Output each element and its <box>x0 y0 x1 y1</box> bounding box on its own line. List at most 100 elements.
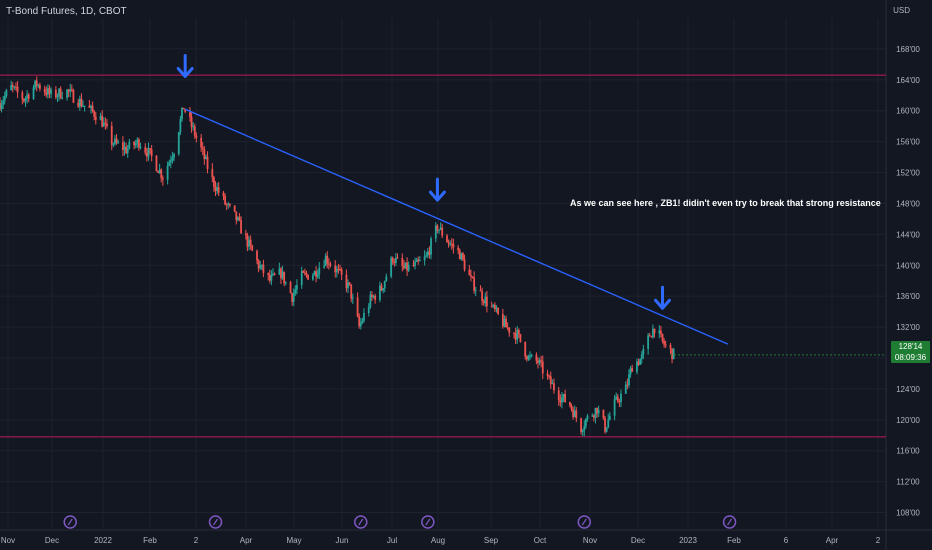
candle-body <box>43 88 46 93</box>
candle-body <box>54 89 57 98</box>
candle-body <box>457 247 460 251</box>
candle-body <box>462 253 464 260</box>
candle-body <box>327 263 330 265</box>
candle-body <box>439 227 442 230</box>
candle-body <box>580 418 582 433</box>
event-marker-glyph <box>213 518 219 526</box>
candle-body <box>246 234 249 247</box>
candle-body <box>302 271 305 273</box>
y-tick-label: 124'00 <box>896 385 920 394</box>
candle-body <box>406 262 408 271</box>
x-tick-label: Oct <box>534 536 547 545</box>
candle-body <box>350 284 353 299</box>
candle-body <box>559 400 562 403</box>
candle-body <box>48 88 51 94</box>
candle-body <box>104 122 107 124</box>
x-tick-label: Apr <box>826 536 839 545</box>
y-tick-label: 108'00 <box>896 509 920 518</box>
x-tick-label: 6 <box>784 536 789 545</box>
candle-body <box>126 148 129 154</box>
candle-body <box>570 405 573 410</box>
candle-body <box>91 105 94 112</box>
candle-body <box>626 384 629 386</box>
candle-body <box>620 393 622 403</box>
candle-body <box>195 135 198 138</box>
candle-body <box>66 89 68 98</box>
candle-body <box>122 142 124 150</box>
candle-body <box>193 126 196 136</box>
candle-body <box>217 187 220 193</box>
candle-body <box>652 328 654 338</box>
candle-body <box>648 335 651 337</box>
candle-body <box>294 289 297 294</box>
candle-body <box>337 268 340 270</box>
candle-body <box>281 271 284 279</box>
candle-body <box>407 264 410 271</box>
candle-body <box>583 426 586 431</box>
x-tick-label: Nov <box>583 536 597 545</box>
candle-body <box>169 160 172 163</box>
candle-body <box>572 409 575 418</box>
candle-body <box>27 94 30 99</box>
candle-body <box>514 333 517 340</box>
candle-body <box>540 360 543 362</box>
candle-body <box>23 99 25 102</box>
candle-body <box>348 282 351 285</box>
event-marker-glyph <box>581 518 587 526</box>
candle-body <box>102 122 105 127</box>
candle-body <box>382 288 385 291</box>
y-tick-label: 164'00 <box>896 76 920 85</box>
candle-body <box>602 409 605 419</box>
candle-body <box>262 264 265 274</box>
candle-body <box>155 155 158 172</box>
candle-body <box>249 239 252 246</box>
candle-body <box>596 407 598 414</box>
candle-body <box>305 273 308 275</box>
candle-body <box>390 257 393 277</box>
down-arrow-icon <box>428 177 446 202</box>
candle-body <box>415 259 418 262</box>
candle-body <box>273 273 276 275</box>
candle-body <box>77 102 80 107</box>
candle-body <box>527 356 530 360</box>
candle-body <box>653 328 656 334</box>
candle-body <box>125 146 128 154</box>
candle-body <box>417 259 420 262</box>
candle-body <box>256 250 258 261</box>
candle-body <box>650 336 653 338</box>
candle-body <box>546 373 549 376</box>
candle-body <box>379 285 381 300</box>
candle-body <box>326 255 329 264</box>
candle-body <box>133 141 135 146</box>
candle-body <box>206 156 209 169</box>
candle-body <box>449 243 452 245</box>
candle-body <box>280 268 282 279</box>
y-tick-label: 136'00 <box>896 292 920 301</box>
candle-body <box>628 374 630 386</box>
candle-body <box>447 242 450 244</box>
down-arrow-icon <box>176 53 194 78</box>
candle-body <box>56 95 59 98</box>
candle-body <box>211 168 214 178</box>
candle-body <box>334 265 337 273</box>
candle-body <box>335 268 338 273</box>
candle-body <box>639 358 642 365</box>
candle-body <box>339 269 341 271</box>
candle-body <box>479 290 482 292</box>
candle-body <box>401 257 404 266</box>
candle-body <box>372 295 375 298</box>
candle-body <box>13 86 16 88</box>
resistance-trendline <box>184 108 729 345</box>
candle-body <box>292 293 295 302</box>
candle-body <box>529 355 531 357</box>
candle-body <box>450 243 453 245</box>
candle-body <box>642 348 645 355</box>
candle-body <box>605 427 608 432</box>
candle-body <box>316 274 319 277</box>
y-tick-label: 160'00 <box>896 107 920 116</box>
candle-body <box>214 186 217 191</box>
candle-body <box>607 419 610 428</box>
candle-body <box>244 233 247 235</box>
candle-body <box>201 147 204 150</box>
